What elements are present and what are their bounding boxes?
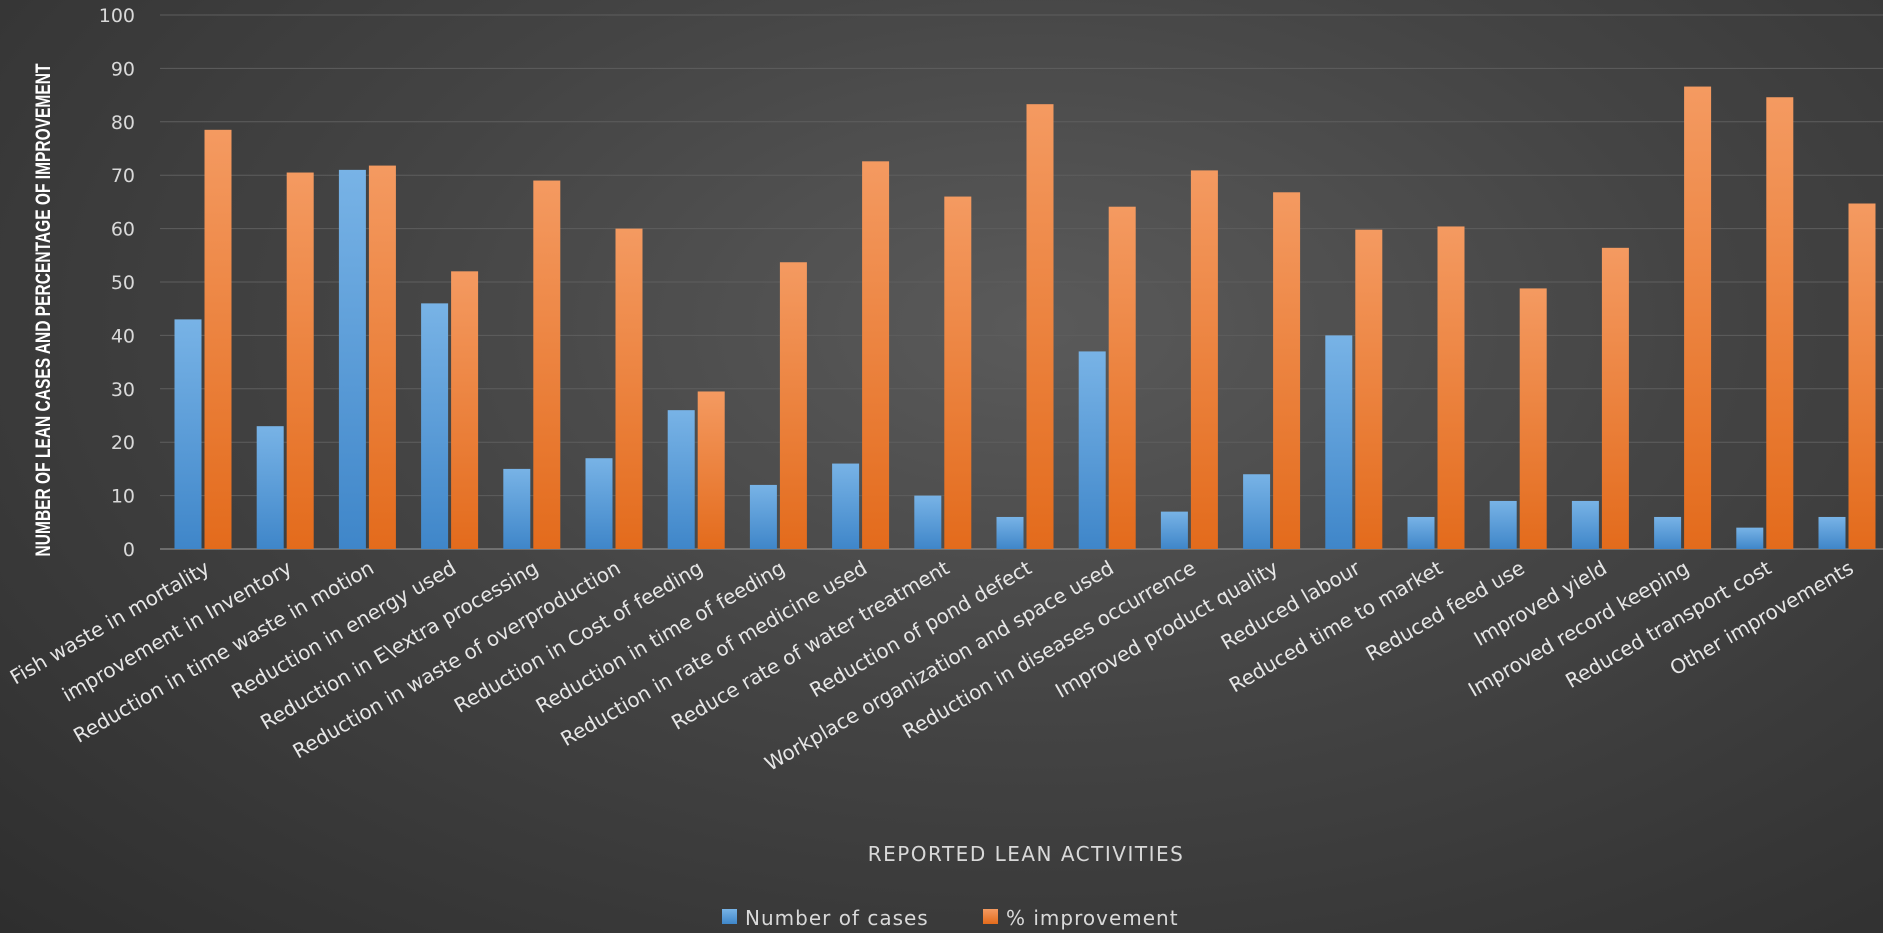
y-tick-label: 100 bbox=[99, 5, 135, 27]
y-tick-label: 50 bbox=[111, 272, 135, 294]
legend: Number of cases % improvement bbox=[722, 906, 1179, 930]
bars bbox=[174, 86, 1876, 550]
y-tick-label: 90 bbox=[111, 58, 135, 80]
bar-percent-improvement-10 bbox=[1026, 104, 1054, 549]
bar-number-of-cases-19 bbox=[1736, 527, 1764, 549]
bar-percent-improvement-7 bbox=[779, 262, 807, 549]
bar-number-of-cases-17 bbox=[1571, 500, 1599, 549]
bar-number-of-cases-9 bbox=[914, 495, 942, 549]
y-axis-title: NUMBER OF LEAN CASES AND PERCENTAGE OF I… bbox=[31, 63, 55, 556]
bar-number-of-cases-20 bbox=[1818, 516, 1846, 549]
y-tick-label: 10 bbox=[111, 486, 135, 508]
bar-percent-improvement-19 bbox=[1766, 97, 1794, 550]
y-tick-label: 0 bbox=[123, 539, 135, 561]
bar-percent-improvement-8 bbox=[862, 161, 890, 550]
bar-number-of-cases-3 bbox=[421, 303, 449, 549]
bar-percent-improvement-6 bbox=[697, 391, 725, 549]
bar-percent-improvement-0 bbox=[204, 129, 232, 549]
bar-number-of-cases-14 bbox=[1325, 335, 1353, 549]
bar-percent-improvement-2 bbox=[368, 165, 396, 549]
bar-percent-improvement-4 bbox=[533, 180, 561, 550]
bar-number-of-cases-11 bbox=[1078, 351, 1106, 549]
bar-number-of-cases-13 bbox=[1243, 474, 1271, 549]
bar-percent-improvement-5 bbox=[615, 228, 643, 549]
bar-percent-improvement-3 bbox=[451, 271, 479, 549]
bar-number-of-cases-10 bbox=[996, 516, 1024, 549]
y-axis-ticks: 0 10 20 30 40 50 60 70 80 90 100 bbox=[99, 5, 135, 561]
y-tick-label: 70 bbox=[111, 165, 135, 187]
bar-number-of-cases-18 bbox=[1654, 516, 1682, 549]
bar-percent-improvement-15 bbox=[1437, 226, 1465, 550]
bar-number-of-cases-2 bbox=[338, 169, 366, 550]
bar-number-of-cases-4 bbox=[503, 468, 531, 549]
legend-swatch-number-of-cases bbox=[722, 909, 737, 924]
bar-percent-improvement-16 bbox=[1519, 288, 1547, 549]
legend-label-number-of-cases: Number of cases bbox=[745, 906, 929, 930]
bar-number-of-cases-8 bbox=[832, 463, 860, 549]
legend-label-percent-improvement: % improvement bbox=[1006, 906, 1179, 930]
y-tick-label: 80 bbox=[111, 112, 135, 134]
bar-number-of-cases-7 bbox=[749, 484, 777, 549]
bar-percent-improvement-13 bbox=[1273, 192, 1301, 549]
bar-percent-improvement-11 bbox=[1108, 206, 1136, 549]
bar-number-of-cases-1 bbox=[256, 426, 284, 549]
bar-number-of-cases-0 bbox=[174, 319, 202, 549]
y-tick-label: 30 bbox=[111, 379, 135, 401]
y-tick-label: 60 bbox=[111, 219, 135, 241]
bar-number-of-cases-6 bbox=[667, 410, 695, 549]
bar-percent-improvement-14 bbox=[1355, 229, 1383, 549]
bar-number-of-cases-5 bbox=[585, 458, 613, 549]
bar-percent-improvement-20 bbox=[1848, 203, 1876, 549]
y-tick-label: 20 bbox=[111, 432, 135, 454]
bar-percent-improvement-12 bbox=[1190, 170, 1218, 550]
bar-percent-improvement-17 bbox=[1601, 247, 1629, 549]
y-tick-label: 40 bbox=[111, 325, 135, 347]
x-axis-title: REPORTED LEAN ACTIVITIES bbox=[868, 842, 1185, 866]
bar-percent-improvement-1 bbox=[286, 172, 314, 549]
bar-number-of-cases-16 bbox=[1489, 500, 1517, 549]
legend-swatch-percent-improvement bbox=[983, 909, 998, 924]
bar-number-of-cases-15 bbox=[1407, 516, 1435, 549]
bar-number-of-cases-12 bbox=[1160, 511, 1188, 549]
bar-percent-improvement-18 bbox=[1684, 86, 1712, 549]
bar-percent-improvement-9 bbox=[944, 196, 972, 549]
